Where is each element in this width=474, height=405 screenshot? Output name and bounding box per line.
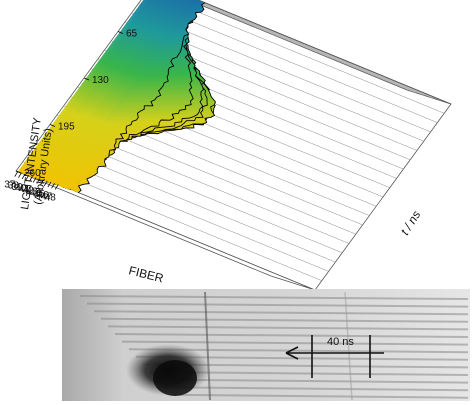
fiber-tick-label: 38 [8,181,20,192]
streak-trace [163,386,469,392]
fiber-tick [43,180,48,187]
fiber-tick-label: 39 [12,182,24,193]
time-tick-label: 195 [58,122,75,133]
grid-line [93,138,350,244]
scale-arrow-head [285,346,299,360]
intensity-ribbons [17,0,216,194]
time-tick [49,124,56,127]
fiber-tick-label: 47 [41,191,53,202]
time-tick [117,31,124,34]
fiber-trace [77,2,206,194]
fiber-tick-label: 45 [34,189,46,200]
time-tick-label: 260 [24,168,41,179]
fiber-tick [47,181,52,188]
fiber-tick [25,174,30,181]
fiber-tick-label: 43 [26,187,38,198]
fiber-tick [18,172,22,178]
time-axis-label: t / ns [398,208,424,237]
grid-line [100,128,356,235]
scale-label: 40 ns [327,336,354,348]
streak-trace [121,340,469,346]
time-axis-ticks: 065130195260 [15,29,138,179]
fiber-tick-label: 40 [15,183,27,194]
fiber-tick [51,183,55,189]
grid-line [189,8,445,114]
fiber-tick [54,184,59,190]
streak-fiber-traces [79,291,469,401]
grid-line [80,156,336,263]
floor [15,170,316,291]
fiber-tick-label: 44 [30,188,42,199]
grid-line [191,0,425,96]
grid-line [87,147,343,254]
streak-onset [204,291,211,401]
fiber-tick [29,176,33,182]
streak-trace [100,317,469,323]
streak-edge [344,291,353,401]
streak-trace [93,310,469,316]
grid-line [195,0,443,102]
grid-line [107,119,363,226]
streak-trace [114,333,469,338]
time-tick-label: 130 [92,75,109,86]
fiber-tick [40,179,44,185]
time-tick [15,170,22,174]
fiber-ribbon [58,0,205,193]
streak-trace [86,302,469,308]
streak-photo: 40 ns [62,289,470,401]
fiber-tick-label: 46 [37,190,49,201]
grid-line [175,26,431,133]
fiber-tick-label: 42 [23,185,35,196]
fiber-tick [36,178,41,184]
fiber-tick [21,173,26,180]
streak-dark-core [153,360,197,396]
grid-line [161,45,418,151]
grid-line [66,175,322,281]
fiber-tick-label: 37 [4,180,16,191]
grid-line [73,166,329,272]
fiber-tick-label: 41 [19,184,31,195]
fiber-tick-label: 48 [45,192,57,203]
streak-trace [79,295,469,300]
grid-line [168,35,424,142]
grid-line [182,17,438,123]
fiber-axis-label: FIBER [127,263,165,285]
grid-line [193,0,434,99]
streak-trace [107,325,469,331]
fiber-tick [32,177,37,183]
streak-trace [170,393,469,399]
fiber-tick [14,171,19,177]
time-tick [83,77,90,81]
grid-line [189,0,416,94]
time-tick-label: 65 [126,29,138,40]
